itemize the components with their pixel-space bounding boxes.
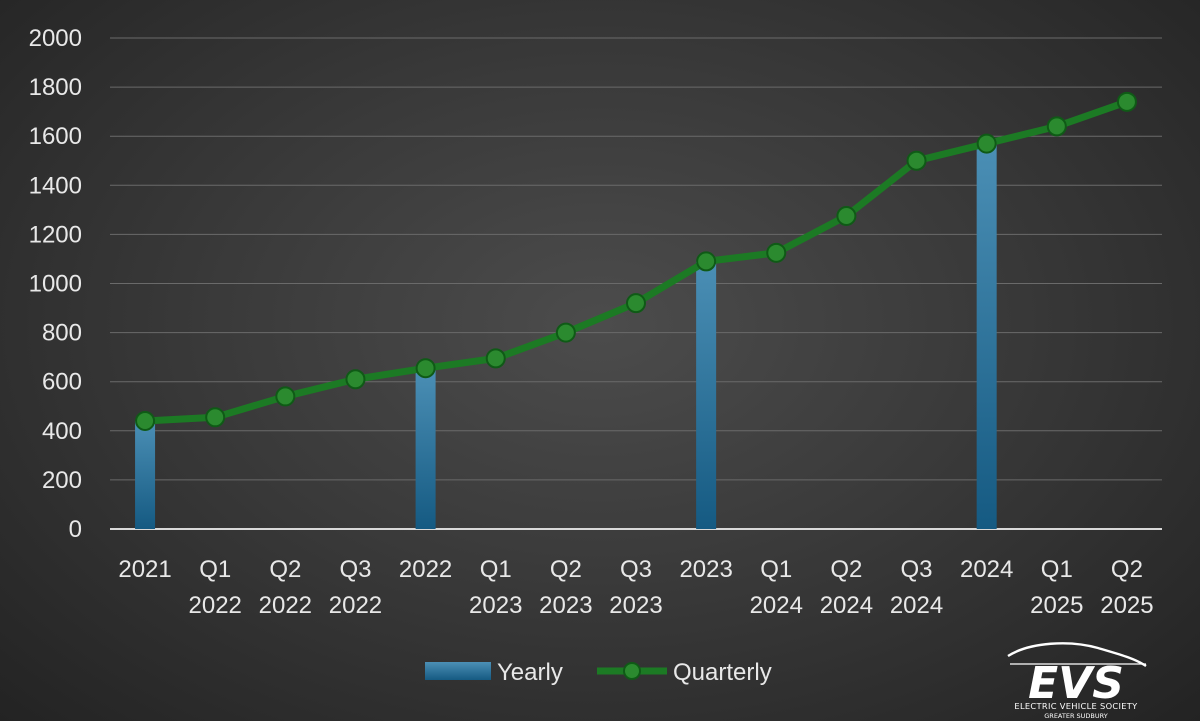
quarterly-point <box>626 293 646 314</box>
logo-car-outline <box>1007 642 1147 668</box>
x-tick-label: 2025 <box>1100 592 1153 619</box>
x-tick-label: 2023 <box>539 592 592 619</box>
x-tick-label: Q3 <box>339 556 371 583</box>
y-tick-label: 800 <box>42 320 82 347</box>
bar-yearly <box>415 369 436 529</box>
y-tick-label: 1400 <box>29 172 82 199</box>
legend: Yearly Quarterly <box>425 659 772 686</box>
quarterly-point <box>345 369 366 390</box>
x-tick-label: Q2 <box>269 556 301 583</box>
legend-marker-quarterly <box>623 662 641 680</box>
x-tick-label: Q3 <box>901 556 933 583</box>
legend-label-quarterly: Quarterly <box>673 659 772 686</box>
x-tick-label: 2023 <box>609 592 662 619</box>
x-tick-label: 2024 <box>750 592 803 619</box>
quarterly-point <box>1116 91 1137 112</box>
quarterly-point <box>135 410 156 431</box>
y-tick-label: 2000 <box>29 25 82 52</box>
legend-label-yearly: Yearly <box>497 659 563 686</box>
y-axis-ticks: 0 200 400 600 800 1000 1200 1400 1600 1800 2000 <box>29 25 82 543</box>
quarterly-point <box>906 150 927 171</box>
logo-line-1: ELECTRIC VEHICLE SOCIETY <box>1014 701 1138 711</box>
y-tick-label: 1200 <box>29 221 82 248</box>
y-tick-label: 1800 <box>29 74 82 101</box>
y-tick-label: 1000 <box>29 271 82 298</box>
x-tick-label: Q2 <box>550 556 582 583</box>
x-tick-label: 2024 <box>890 592 943 619</box>
y-tick-label: 0 <box>69 516 82 543</box>
bar-yearly <box>135 420 156 529</box>
x-tick-label: 2024 <box>960 556 1013 583</box>
x-tick-label: Q1 <box>1041 556 1073 583</box>
quarterly-point <box>766 242 787 263</box>
x-tick-label: 2022 <box>329 592 382 619</box>
quarterly-point <box>1046 116 1067 137</box>
quarterly-point <box>696 251 717 272</box>
x-axis-ticks: 2021 Q1 2022 Q2 2022 Q3 2022 2022 Q1 2023 Q2 2023 Q3… <box>118 556 1153 619</box>
bar-yearly <box>976 143 997 529</box>
quarterly-point <box>555 322 576 343</box>
quarterly-point <box>485 348 506 369</box>
quarterly-line-layer <box>135 91 1137 431</box>
x-tick-label: Q2 <box>830 556 862 583</box>
quarterly-point <box>415 358 436 379</box>
x-tick-label: 2025 <box>1030 592 1083 619</box>
quarterly-point <box>275 386 296 407</box>
y-tick-label: 400 <box>42 418 82 445</box>
logo-mark: EVS <box>1028 658 1124 709</box>
bar-yearly <box>696 261 717 529</box>
x-tick-label: Q2 <box>1111 556 1143 583</box>
quarterly-point <box>836 205 857 226</box>
x-tick-label: 2023 <box>679 556 732 583</box>
yearly-bars <box>135 143 997 529</box>
x-tick-label: 2024 <box>820 592 873 619</box>
y-tick-label: 600 <box>42 369 82 396</box>
y-tick-label: 200 <box>42 467 82 494</box>
x-tick-label: Q1 <box>480 556 512 583</box>
x-tick-label: 2022 <box>399 556 452 583</box>
legend-swatch-yearly <box>425 662 491 680</box>
grid-lines <box>110 37 1162 530</box>
quarterly-point <box>205 407 226 428</box>
x-tick-label: Q1 <box>199 556 231 583</box>
logo-line-2: GREATER SUDBURY <box>1044 712 1107 720</box>
x-tick-label: Q1 <box>760 556 792 583</box>
x-tick-label: Q3 <box>620 556 652 583</box>
x-tick-label: 2023 <box>469 592 522 619</box>
x-tick-label: 2022 <box>259 592 312 619</box>
y-tick-label: 1600 <box>29 123 82 150</box>
x-tick-label: 2022 <box>189 592 242 619</box>
quarterly-point <box>976 133 997 154</box>
x-tick-label: 2021 <box>118 556 171 583</box>
evs-logo: EVS ELECTRIC VEHICLE SOCIETY GREATER SUD… <box>1007 642 1147 720</box>
